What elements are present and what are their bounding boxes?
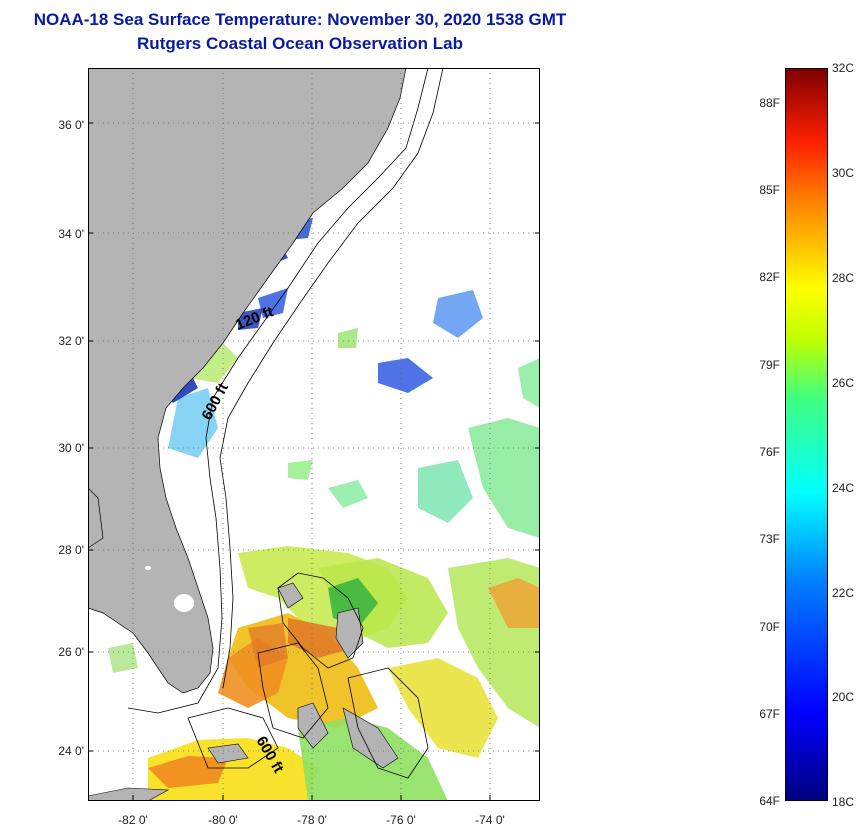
colorbar-label-c: 24C bbox=[832, 481, 855, 495]
colorbar-label-f: 70F bbox=[759, 620, 780, 634]
lon-label-78: -78 0' bbox=[297, 813, 327, 827]
graticule bbox=[88, 68, 540, 801]
lon-label-76: -76 0' bbox=[386, 813, 416, 827]
lake bbox=[145, 566, 151, 570]
map-title: NOAA-18 Sea Surface Temperature: Novembe… bbox=[33, 10, 567, 29]
colorbar-label-f: 82F bbox=[759, 270, 780, 284]
colorbar-label-f: 85F bbox=[759, 183, 780, 197]
lat-label-26: 26 0' bbox=[58, 645, 84, 659]
colorbar-label-f: 73F bbox=[759, 532, 780, 546]
sst-map: 120 ft 600 ft 600 ft bbox=[88, 68, 540, 801]
lon-label-82: -82 0' bbox=[118, 813, 148, 827]
colorbar-label-c: 30C bbox=[832, 166, 855, 180]
lat-label-24: 24 0' bbox=[58, 744, 84, 758]
land-lower-left bbox=[88, 487, 104, 549]
colorbar-label-f: 79F bbox=[759, 358, 780, 372]
colorbar bbox=[785, 68, 828, 801]
land bbox=[88, 68, 407, 694]
lake bbox=[174, 594, 194, 612]
colorbar-label-c: 20C bbox=[832, 690, 855, 704]
lat-label-30: 30 0' bbox=[58, 441, 84, 455]
colorbar-label-f: 88F bbox=[759, 96, 780, 110]
lat-label-32: 32 0' bbox=[58, 334, 84, 348]
lat-label-34: 34 0' bbox=[58, 227, 84, 241]
lon-label-80: -80 0' bbox=[208, 813, 238, 827]
colorbar-label-c: 26C bbox=[832, 376, 855, 390]
lat-label-36: 36 0' bbox=[58, 118, 84, 132]
colorbar-label-c: 32C bbox=[832, 61, 855, 75]
map-subtitle: Rutgers Coastal Ocean Observation Lab bbox=[137, 34, 463, 53]
lat-label-28: 28 0' bbox=[58, 543, 84, 557]
colorbar-label-c: 18C bbox=[832, 795, 855, 809]
depth-contours bbox=[127, 68, 444, 779]
map-frame bbox=[88, 68, 540, 801]
colorbar-label-f: 64F bbox=[759, 794, 780, 808]
colorbar-label-f: 76F bbox=[759, 445, 780, 459]
lon-label-74: -74 0' bbox=[475, 813, 505, 827]
colorbar-label-c: 28C bbox=[832, 271, 855, 285]
colorbar-label-c: 22C bbox=[832, 586, 855, 600]
colorbar-label-f: 67F bbox=[759, 707, 780, 721]
